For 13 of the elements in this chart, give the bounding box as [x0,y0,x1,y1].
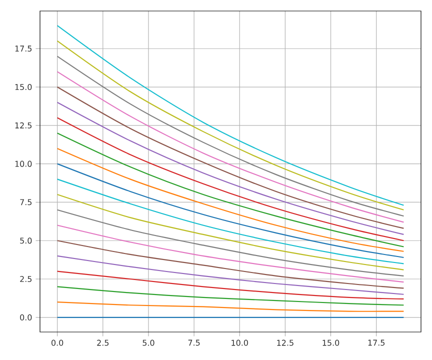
line-series [56,286,404,306]
line-series [56,117,404,242]
line-series [56,240,404,289]
line-series [56,302,404,312]
line-series [56,224,404,283]
line-series [56,209,404,276]
line-series [56,194,404,270]
line-series [56,255,404,295]
line-series [56,148,404,252]
line-series [56,163,404,258]
line-series [56,270,404,300]
line-series [56,178,404,264]
line-series [56,132,404,248]
